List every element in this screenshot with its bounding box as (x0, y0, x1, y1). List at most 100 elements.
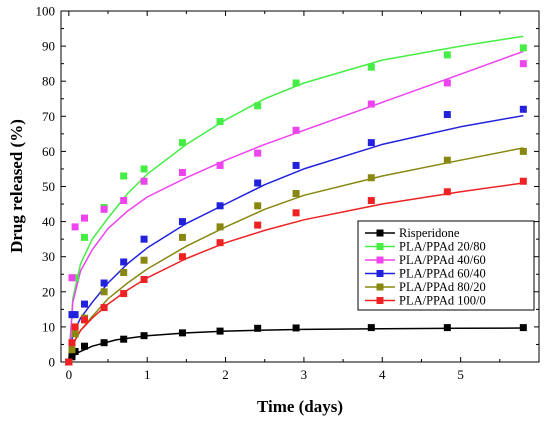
data-point (216, 223, 224, 231)
x-axis-ticks: 0 1 2 3 4 5 (66, 11, 501, 382)
data-point (71, 223, 79, 231)
legend-label: PLA/PPAd 20/80 (399, 240, 486, 254)
legend-label: PLA/PPAd 60/40 (399, 267, 486, 281)
x-tick-label: 5 (457, 367, 464, 382)
data-point (443, 156, 451, 164)
data-point (100, 304, 108, 312)
y-axis-title: Drug released (%) (7, 119, 26, 253)
data-point (519, 44, 527, 52)
data-point (443, 79, 451, 87)
legend-box (357, 220, 535, 311)
data-point (140, 235, 148, 243)
data-point (519, 105, 527, 113)
data-point (120, 258, 128, 266)
y-tick-label: 90 (42, 39, 55, 54)
data-point (216, 202, 224, 210)
data-point (519, 324, 527, 332)
data-point (81, 300, 89, 308)
y-tick-label: 50 (42, 179, 55, 194)
data-point (120, 335, 128, 343)
data-point (292, 209, 300, 217)
y-tick-label: 20 (42, 284, 55, 299)
legend-marker (376, 256, 384, 264)
data-point (292, 161, 300, 169)
data-point (68, 353, 76, 361)
x-tick-label: 0 (66, 367, 73, 382)
data-point (367, 324, 375, 332)
data-point (178, 168, 186, 176)
data-point (140, 165, 148, 173)
fit-curve (68, 327, 524, 363)
data-point (81, 316, 89, 324)
data-point (519, 147, 527, 155)
legend-label: PLA/PPAd 40/60 (399, 253, 486, 267)
data-point (254, 149, 262, 157)
y-tick-label: 70 (42, 109, 55, 124)
data-point (367, 197, 375, 205)
data-point (292, 79, 300, 87)
legend-marker (376, 270, 384, 277)
data-point (178, 329, 186, 337)
y-axis-ticks: 0 10 20 30 40 50 60 70 80 90 100 (36, 4, 539, 370)
data-point (140, 276, 148, 284)
data-point (254, 102, 262, 110)
data-point (292, 126, 300, 134)
data-point (100, 288, 108, 296)
data-point (254, 221, 262, 229)
data-point (519, 177, 527, 185)
y-tick-label: 0 (49, 355, 56, 370)
y-tick-label: 100 (36, 4, 56, 19)
data-point (120, 172, 128, 180)
data-point (216, 161, 224, 169)
fit-curve (68, 182, 524, 363)
legend-marker (376, 283, 384, 291)
data-point (443, 188, 451, 196)
legend-marker (376, 243, 384, 250)
data-point (519, 60, 527, 68)
data-point (443, 51, 451, 59)
data-point (120, 197, 128, 205)
data-point (68, 274, 76, 282)
data-point (81, 214, 89, 222)
y-tick-label: 10 (42, 319, 55, 334)
data-point (65, 358, 73, 366)
data-point (178, 233, 186, 241)
data-point (68, 346, 76, 354)
data-point (140, 177, 148, 185)
data-point (254, 202, 262, 210)
data-point (216, 118, 224, 126)
legend-label: Risperidone (399, 226, 460, 240)
data-point (443, 324, 451, 332)
data-point (367, 100, 375, 108)
legend-label: PLA/PPAd 100/0 (399, 294, 486, 308)
data-point (292, 190, 300, 198)
data-point (367, 174, 375, 182)
y-tick-label: 40 (42, 214, 55, 229)
y-tick-label: 60 (42, 144, 55, 159)
x-axis-title: Time (days) (257, 397, 343, 416)
data-point (140, 332, 148, 340)
data-point (71, 323, 79, 331)
x-tick-label: 3 (301, 367, 308, 382)
y-tick-label: 30 (42, 249, 55, 264)
data-point (178, 218, 186, 226)
data-point (140, 256, 148, 264)
data-point (254, 324, 262, 332)
data-point (178, 139, 186, 147)
fit-curve (68, 50, 524, 363)
data-point (120, 268, 128, 276)
data-point (443, 111, 451, 119)
data-point (120, 290, 128, 298)
legend-marker (376, 297, 384, 304)
x-tick-label: 4 (379, 367, 386, 382)
data-point (367, 139, 375, 147)
legend-label: PLA/PPAd 80/20 (399, 280, 486, 294)
data-point (100, 279, 108, 287)
data-point (292, 324, 300, 332)
data-point (68, 339, 76, 347)
x-tick-label: 2 (222, 367, 229, 382)
legend-marker (376, 229, 384, 237)
data-point (216, 327, 224, 335)
y-tick-label: 80 (42, 74, 55, 89)
